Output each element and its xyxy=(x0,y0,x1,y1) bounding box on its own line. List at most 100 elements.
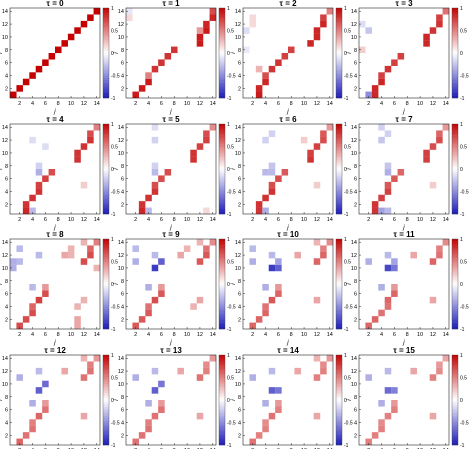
colorbar-segment xyxy=(219,171,225,174)
colorbar-segment xyxy=(219,252,225,255)
colorbar-segment xyxy=(219,373,225,376)
x-tick-label: 10 xyxy=(68,332,74,338)
colorbar-segment xyxy=(336,361,342,365)
colorbar-frame xyxy=(218,123,226,215)
heatmap-cell xyxy=(93,8,101,15)
heatmap-cell xyxy=(391,290,398,297)
y-tick-label: 12 xyxy=(351,369,357,375)
colorbar-tick-label: -0.5 xyxy=(344,305,353,311)
heatmap-cell xyxy=(326,355,334,362)
colorbar-segment xyxy=(219,315,225,318)
heatmap-cell xyxy=(196,40,204,47)
colorbar-segment xyxy=(452,415,458,419)
heatmap-cell xyxy=(42,59,49,66)
colorbar-segment xyxy=(336,317,342,321)
colorbar-segment xyxy=(336,173,342,176)
panel-title: τ = 9 xyxy=(162,230,180,239)
y-tick-label: 4 xyxy=(354,74,357,80)
colorbar-segment xyxy=(336,75,342,78)
y-tick-label: 6 xyxy=(5,177,8,183)
y-tick-label: 2 xyxy=(238,86,241,92)
colorbar-segment xyxy=(452,48,458,51)
heatmap-cell xyxy=(262,284,269,291)
y-tick-label: 8 xyxy=(354,164,357,170)
colorbar-segment xyxy=(452,82,458,85)
heatmap-cell xyxy=(378,400,385,407)
colorbar-segment xyxy=(219,130,225,134)
colorbar-segment xyxy=(452,28,458,31)
colorbar-segment xyxy=(219,157,225,161)
heatmap-cell xyxy=(80,412,88,420)
colorbar-segment xyxy=(336,12,342,15)
heatmap-cell xyxy=(126,8,133,15)
heatmap-cell xyxy=(138,316,146,323)
heatmap-cell xyxy=(10,258,17,265)
colorbar-segment xyxy=(103,263,109,267)
y-tick-label: 10 xyxy=(2,266,8,272)
colorbar-segment xyxy=(452,23,458,27)
heatmap-cell xyxy=(93,355,101,362)
colorbar-segment xyxy=(452,304,458,307)
heatmap-cell xyxy=(87,14,94,21)
colorbar-segment xyxy=(452,126,458,129)
heatmap-cell xyxy=(320,251,327,259)
heatmap-cell xyxy=(262,309,269,317)
colorbar-segment xyxy=(219,80,225,83)
colorbar-segment xyxy=(452,368,458,371)
plot-frame xyxy=(9,7,101,99)
colorbar-segment xyxy=(103,137,109,140)
heatmap-cell xyxy=(42,400,49,407)
colorbar-segment xyxy=(336,196,342,199)
colorbar-segment xyxy=(336,263,342,267)
heatmap-cell xyxy=(268,412,276,420)
heatmap-cell xyxy=(365,322,372,330)
colorbar-segment xyxy=(219,429,225,432)
panel-title: τ = 7 xyxy=(395,115,413,124)
heatmap-cell xyxy=(429,296,437,304)
heatmap-cell xyxy=(196,258,204,265)
plot-frame xyxy=(125,7,217,99)
heatmap-cell xyxy=(436,367,443,375)
colorbar-segment xyxy=(103,411,109,414)
colorbar-segment xyxy=(103,77,109,81)
heatmap-cell xyxy=(436,136,443,144)
heatmap-cell xyxy=(22,78,30,86)
colorbar-segment xyxy=(219,184,225,188)
colorbar-frame xyxy=(218,354,226,446)
y-axis-label: i xyxy=(113,168,120,170)
colorbar-segment xyxy=(103,151,109,154)
colorbar-segment xyxy=(452,427,458,430)
heatmap-cell xyxy=(313,296,321,304)
colorbar-tick-label: -0.5 xyxy=(460,305,469,311)
colorbar-segment xyxy=(219,135,225,138)
colorbar-segment xyxy=(219,128,225,131)
y-tick-label: 4 xyxy=(121,305,124,311)
colorbar-frame xyxy=(451,123,459,215)
heatmap-cell xyxy=(371,201,379,208)
colorbar-segment xyxy=(336,357,342,360)
heatmap-cell xyxy=(313,412,321,420)
heatmap-cell xyxy=(35,412,43,420)
y-tick-label: 10 xyxy=(235,382,241,388)
colorbar-segment xyxy=(219,93,225,96)
colorbar-frame xyxy=(102,354,110,446)
y-tick-label: 4 xyxy=(5,421,8,427)
y-axis-label: i xyxy=(230,399,237,401)
colorbar-segment xyxy=(219,68,225,72)
plot-frame xyxy=(358,7,450,99)
heatmap-cell xyxy=(35,387,43,394)
colorbar-segment xyxy=(103,375,109,378)
colorbar-segment xyxy=(452,418,458,421)
heatmap-cell xyxy=(281,53,289,60)
y-tick-label: 14 xyxy=(2,356,8,362)
heatmap-cell xyxy=(313,239,321,246)
colorbar-segment xyxy=(103,275,109,278)
colorbar-segment xyxy=(219,313,225,316)
heatmap-cell xyxy=(29,425,36,433)
y-tick-label: 8 xyxy=(121,279,124,285)
heatmap-cell xyxy=(268,162,276,170)
colorbar-segment xyxy=(219,126,225,129)
y-tick-label: 6 xyxy=(354,61,357,67)
x-tick-label: 6 xyxy=(160,217,163,223)
colorbar-segment xyxy=(336,84,342,87)
